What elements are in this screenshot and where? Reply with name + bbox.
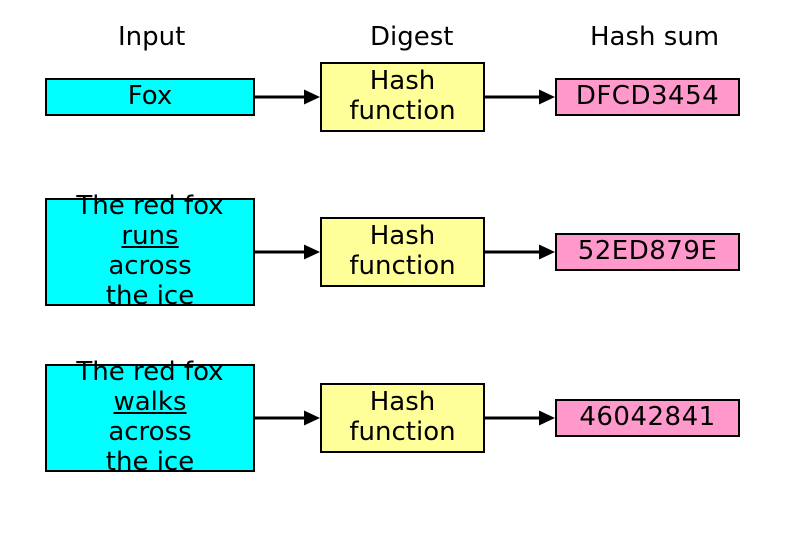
arrow xyxy=(483,83,557,111)
hash-output-text: 46042841 xyxy=(579,403,715,433)
hash-function-box: Hashfunction xyxy=(320,62,485,132)
hash-function-text: Hashfunction xyxy=(349,222,455,282)
heading-function: Digest xyxy=(370,22,453,52)
heading-output-text: Hash sum xyxy=(590,22,719,52)
input-text: The red foxwalks acrossthe ice xyxy=(76,358,223,478)
heading-output: Hash sum xyxy=(590,22,719,52)
hash-function-text: Hashfunction xyxy=(349,388,455,448)
input-box: Fox xyxy=(45,78,255,116)
hash-output-box: 46042841 xyxy=(555,399,740,437)
input-text: The red foxruns acrossthe ice xyxy=(76,192,223,312)
hash-function-box: Hashfunction xyxy=(320,217,485,287)
hash-output-text: DFCD3454 xyxy=(576,82,719,112)
underlined-word: walks xyxy=(76,388,223,418)
diagram-canvas: Input Digest Hash sum Fox Hashfunction DFC… xyxy=(0,0,800,541)
hash-output-box: DFCD3454 xyxy=(555,78,740,116)
arrow xyxy=(253,238,322,266)
hash-output-box: 52ED879E xyxy=(555,233,740,271)
underlined-word: runs xyxy=(76,222,223,252)
input-box: The red foxruns acrossthe ice xyxy=(45,198,255,306)
heading-function-text: Digest xyxy=(370,22,453,52)
hash-output-text: 52ED879E xyxy=(578,237,718,267)
heading-input: Input xyxy=(118,22,185,52)
input-box: The red foxwalks acrossthe ice xyxy=(45,364,255,472)
heading-input-text: Input xyxy=(118,22,185,52)
hash-function-box: Hashfunction xyxy=(320,383,485,453)
hash-function-text: Hashfunction xyxy=(349,67,455,127)
arrow xyxy=(483,238,557,266)
arrow xyxy=(253,404,322,432)
input-text: Fox xyxy=(128,82,173,112)
arrow xyxy=(253,83,322,111)
arrow xyxy=(483,404,557,432)
